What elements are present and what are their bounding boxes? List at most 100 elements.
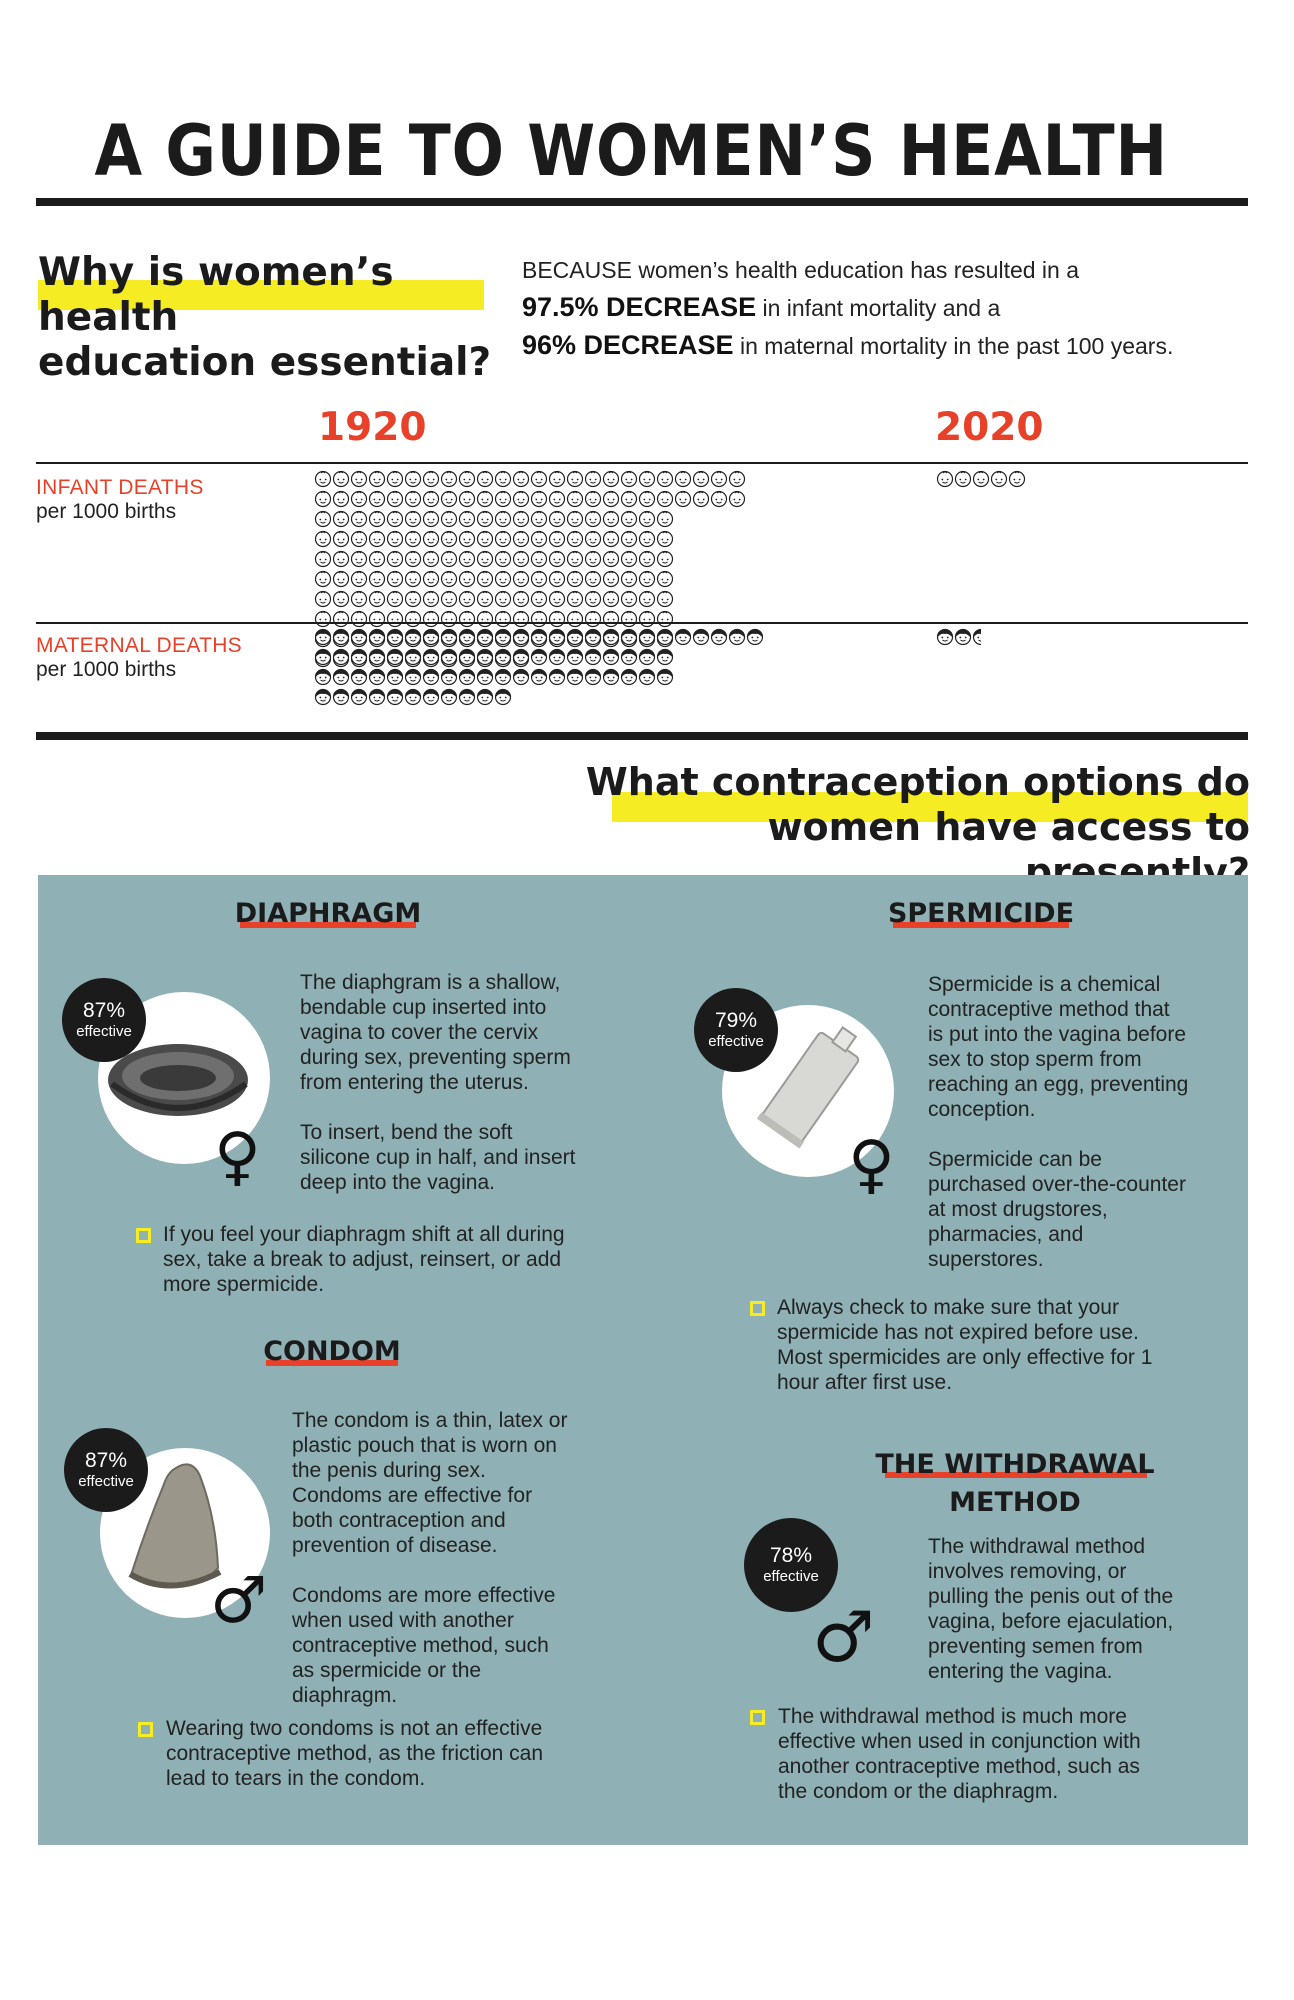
infant-death-icon — [350, 530, 368, 548]
infant-death-icon — [620, 470, 638, 488]
spermicide-underline — [893, 922, 1069, 928]
maternal-death-icon — [476, 668, 494, 686]
infant-death-icon — [656, 610, 674, 628]
infant-death-icon — [458, 530, 476, 548]
why-question: Why is women’s health education essentia… — [38, 250, 492, 385]
infant-death-icon — [602, 570, 620, 588]
condom-effectiveness-badge: 87% effective — [64, 1428, 148, 1512]
maternal-death-icon — [530, 628, 548, 646]
tip-checkbox-icon — [750, 1301, 765, 1316]
infant-death-icon — [548, 490, 566, 508]
maternal-death-icon — [386, 668, 404, 686]
infant-death-icon — [620, 610, 638, 628]
infant-death-icon — [332, 510, 350, 528]
maternal-death-icon — [332, 648, 350, 666]
maternal-death-icon — [368, 628, 386, 646]
infant-death-icon — [620, 550, 638, 568]
maternal-death-icon — [422, 668, 440, 686]
infant-deaths-2020-icons — [936, 470, 1136, 490]
withdrawal-underline — [885, 1472, 1147, 1478]
infant-death-icon — [332, 550, 350, 568]
icon-row — [314, 530, 874, 548]
maternal-death-icon — [386, 628, 404, 646]
icon-row — [314, 610, 874, 628]
infant-death-icon — [512, 490, 530, 508]
maternal-death-icon — [620, 628, 638, 646]
maternal-death-icon — [350, 648, 368, 666]
infant-death-icon — [476, 610, 494, 628]
infant-death-icon — [620, 490, 638, 508]
infant-death-icon — [368, 610, 386, 628]
infant-death-icon — [548, 590, 566, 608]
spermicide-tube-image — [756, 1026, 860, 1149]
infant-death-icon — [458, 510, 476, 528]
diaphragm-title: DIAPHRAGM — [234, 898, 422, 929]
maternal-death-icon — [710, 628, 728, 646]
infant-death-icon — [566, 590, 584, 608]
infant-death-icon — [1008, 470, 1026, 488]
icon-row — [314, 628, 814, 646]
infant-death-icon — [656, 570, 674, 588]
infant-death-icon — [584, 570, 602, 588]
infant-death-icon — [476, 570, 494, 588]
infant-death-icon — [350, 590, 368, 608]
infant-death-icon — [440, 530, 458, 548]
infant-death-icon — [422, 530, 440, 548]
maternal-death-icon — [314, 628, 332, 646]
infant-death-icon — [620, 510, 638, 528]
icon-row — [314, 570, 874, 588]
infant-death-icon — [566, 550, 584, 568]
diaphragm-effectiveness-badge: 87% effective — [62, 978, 146, 1062]
infant-death-icon — [548, 610, 566, 628]
infant-death-icon — [530, 510, 548, 528]
infant-death-icon — [566, 490, 584, 508]
infant-death-icon — [494, 590, 512, 608]
infant-death-icon — [386, 570, 404, 588]
maternal-death-icon — [620, 648, 638, 666]
infant-death-icon — [404, 550, 422, 568]
infant-death-icon — [476, 470, 494, 488]
maternal-death-icon — [584, 648, 602, 666]
maternal-death-icon — [314, 688, 332, 706]
withdrawal-tip: The withdrawal method is much more effect… — [778, 1705, 1141, 1803]
female-symbol-icon: ♀ — [214, 1120, 261, 1194]
question-highlight — [38, 280, 484, 310]
maternal-death-icon — [936, 628, 954, 646]
maternal-death-icon — [548, 648, 566, 666]
diaphragm-underline — [240, 922, 416, 928]
infant-death-icon — [494, 470, 512, 488]
infant-death-icon — [584, 550, 602, 568]
infant-death-icon — [350, 610, 368, 628]
infant-death-icon — [368, 530, 386, 548]
infant-death-icon — [710, 490, 728, 508]
infant-death-icon — [332, 530, 350, 548]
chart-top-rule — [36, 462, 1248, 464]
maternal-death-icon — [476, 688, 494, 706]
maternal-death-icon — [512, 668, 530, 686]
icon-row — [936, 470, 1136, 488]
maternal-death-icon — [350, 628, 368, 646]
infant-death-icon — [350, 490, 368, 508]
infant-death-icon — [674, 470, 692, 488]
infant-death-icon — [494, 510, 512, 528]
infant-death-icon — [584, 490, 602, 508]
infant-death-icon — [368, 510, 386, 528]
maternal-death-icon — [458, 628, 476, 646]
infant-death-icon — [602, 510, 620, 528]
infant-death-icon — [656, 490, 674, 508]
infant-death-icon — [566, 530, 584, 548]
maternal-death-icon — [404, 648, 422, 666]
infant-death-icon — [512, 470, 530, 488]
diaphragm-description: The diaphgram is a shallow, bendable cup … — [300, 971, 576, 1194]
infant-death-icon — [692, 470, 710, 488]
question-highlight — [612, 792, 1248, 822]
infant-death-icon — [656, 510, 674, 528]
infant-death-icon — [602, 470, 620, 488]
infant-death-icon — [638, 550, 656, 568]
infant-death-icon — [990, 470, 1008, 488]
infant-death-icon — [638, 530, 656, 548]
infant-death-icon — [530, 610, 548, 628]
infant-death-icon — [512, 550, 530, 568]
infant-death-icon — [530, 470, 548, 488]
infant-death-icon — [386, 550, 404, 568]
